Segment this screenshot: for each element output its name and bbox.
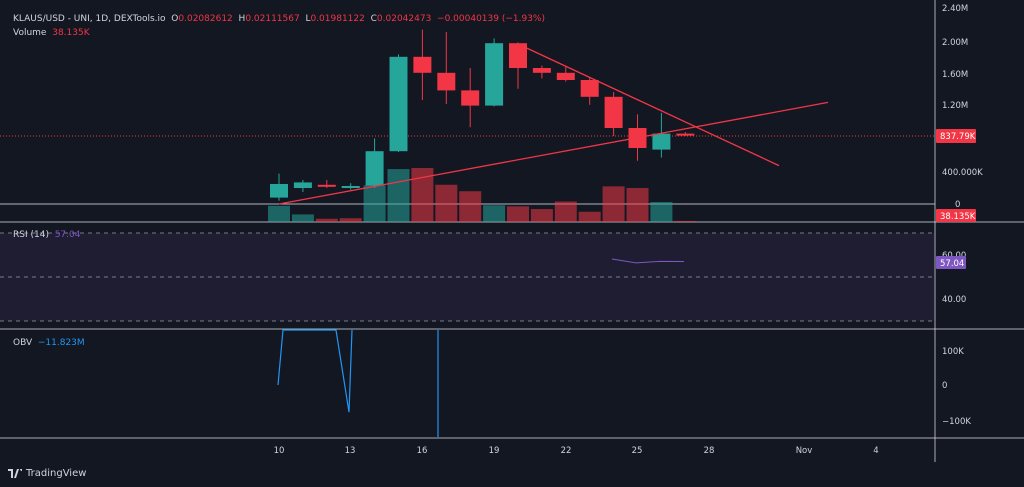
volume-bar	[363, 185, 386, 222]
volume-bar	[483, 205, 506, 222]
price-tick: 1.20M	[942, 101, 968, 111]
time-tick: 22	[561, 446, 572, 456]
volume-badge	[936, 209, 976, 222]
candle-body	[341, 186, 360, 188]
volume-bar	[554, 201, 577, 222]
volume-bar	[435, 184, 458, 222]
volume-bar	[650, 202, 673, 222]
obv-label[interactable]: OBV	[13, 338, 33, 348]
volume-bar	[387, 169, 410, 222]
volume-bar	[459, 191, 482, 222]
open-value: 0.02082612	[178, 14, 233, 24]
volume-value: 38.135K	[52, 28, 90, 38]
volume-bar	[339, 218, 362, 222]
trendline[interactable]	[517, 43, 780, 167]
volume-label[interactable]: Volume	[13, 28, 47, 38]
candle-body	[461, 90, 480, 106]
candle-body	[293, 182, 312, 188]
tradingview-icon	[8, 469, 22, 478]
time-tick: 10	[274, 446, 285, 456]
price-tick: 400.000K	[942, 168, 983, 178]
price-tick: 2.40M	[942, 4, 968, 14]
volume-legend: Volume 38.135K	[13, 27, 90, 39]
candle-body	[532, 68, 551, 73]
volume-badge-text: 38.135K	[940, 212, 976, 222]
candle-body	[580, 80, 599, 97]
rsi-badge-text: 57.04	[940, 259, 964, 269]
price-tick: 1.60M	[942, 70, 968, 80]
candle-body	[365, 151, 384, 186]
price-tick: 2.00M	[942, 38, 968, 48]
time-tick: Nov	[796, 446, 813, 456]
obv-tick: −100K	[942, 417, 971, 427]
volume-bar	[674, 220, 697, 222]
candle-body	[413, 56, 432, 73]
volume-bar	[530, 209, 553, 222]
obv-tick: 100K	[942, 347, 964, 357]
obv-line	[277, 329, 353, 413]
time-axis[interactable]: 10 13 16 19 22 25 28 Nov 4	[274, 446, 879, 456]
rsi-badge	[936, 256, 966, 269]
obv-series	[277, 329, 439, 437]
price-tick: 0	[955, 200, 960, 210]
candle-body	[509, 43, 527, 68]
price-badge-text: 837.79K	[940, 132, 976, 142]
tradingview-logo[interactable]: TradingView	[8, 468, 86, 479]
obv-legend: OBV −11.823M	[13, 337, 85, 349]
time-tick: 25	[632, 446, 643, 456]
volume-bar	[268, 205, 290, 222]
candle-body	[556, 72, 575, 80]
change-value: −0.00040139 (−1.93%)	[437, 14, 545, 24]
brand-label: TradingView	[26, 468, 87, 479]
time-tick: 4	[873, 446, 878, 456]
price-badge	[936, 129, 976, 143]
candle-body	[676, 133, 695, 136]
rsi-legend: RSI (14) 57.04	[13, 229, 80, 241]
high-label: H	[238, 14, 246, 24]
trendline[interactable]	[278, 101, 829, 205]
time-tick: 13	[345, 446, 356, 456]
candle-body	[389, 56, 408, 152]
rsi-tick: 40.00	[942, 295, 966, 305]
volume-bar	[626, 187, 649, 222]
volume-bar	[578, 211, 601, 222]
footer: TradingView	[0, 462, 1024, 487]
symbol-title[interactable]: KLAUS/USD - UNI, 1D, DEXTools.io	[13, 14, 166, 24]
candle-body	[604, 96, 623, 128]
volume-bars	[268, 168, 697, 222]
close-value: 0.02042473	[376, 14, 432, 24]
volume-bar	[315, 218, 338, 222]
price-legend: KLAUS/USD - UNI, 1D, DEXTools.io O0.0208…	[13, 13, 545, 25]
high-value: 0.02111567	[245, 14, 300, 24]
candle-body	[317, 184, 336, 187]
rsi-series	[611, 258, 685, 264]
close-label: C	[370, 14, 377, 24]
candle-body	[437, 72, 456, 91]
obv-value: −11.823M	[37, 338, 85, 348]
volume-bar	[291, 214, 314, 222]
time-tick: 28	[704, 446, 715, 456]
volume-bar	[602, 186, 625, 222]
candle-body	[652, 133, 671, 150]
obv-tick: 0	[942, 381, 947, 391]
volume-bar	[507, 206, 529, 222]
low-value: 0.01981122	[310, 14, 365, 24]
volume-bar	[411, 168, 434, 222]
candle-body	[485, 43, 504, 106]
rsi-line	[611, 258, 685, 264]
candle-body	[270, 184, 288, 198]
time-tick: 19	[489, 446, 500, 456]
low-label: L	[305, 14, 311, 24]
trendlines[interactable]	[278, 43, 829, 205]
candlesticks	[270, 29, 695, 201]
obv-axis[interactable]: 100K 0 −100K	[942, 347, 971, 427]
open-label: O	[171, 14, 179, 24]
price-axis[interactable]: 2.40M 2.00M 1.60M 1.20M 400.000K 0	[942, 4, 983, 210]
rsi-value: 57.04	[54, 230, 81, 240]
time-tick: 16	[417, 446, 428, 456]
rsi-label[interactable]: RSI (14)	[13, 230, 49, 240]
